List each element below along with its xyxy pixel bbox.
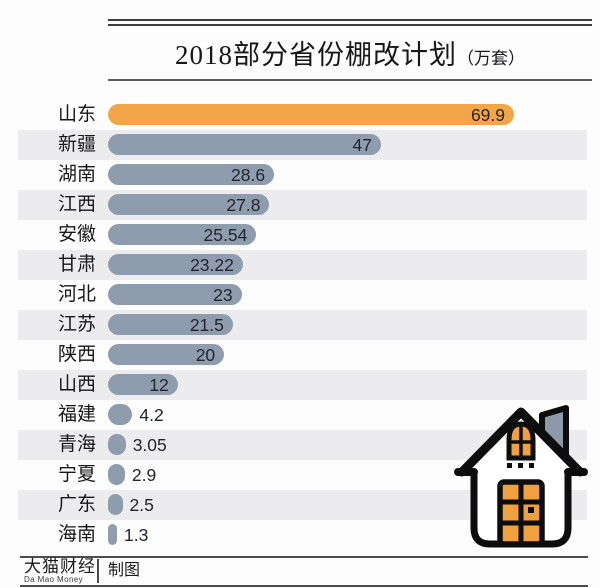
bar	[108, 224, 257, 245]
house-dot	[529, 463, 534, 468]
title-top-double-rule	[108, 19, 592, 26]
bar	[108, 434, 126, 455]
category-label: 山东	[57, 104, 96, 125]
chart-row: 山西 12	[0, 370, 600, 400]
bar	[108, 284, 242, 305]
chart-row: 河北 23	[0, 280, 600, 310]
value-label: 23	[213, 285, 233, 305]
value-label: 4.2	[139, 405, 164, 425]
bar	[108, 374, 178, 395]
house-door-handle	[528, 507, 534, 513]
bar	[108, 164, 275, 185]
brand-name: 大猫财经	[24, 557, 96, 576]
chart-title-main: 2018部分省份棚改计划	[175, 40, 457, 70]
brand-name-en: Da Mao Money	[24, 575, 84, 584]
chart-row: 江苏 21.5	[0, 310, 600, 340]
bar	[108, 314, 233, 335]
row-stripe	[18, 370, 587, 400]
value-label: 25.54	[203, 225, 248, 245]
row-stripe	[18, 250, 587, 280]
category-label: 宁夏	[57, 464, 96, 485]
chart-row: 宁夏 2.9	[0, 460, 600, 490]
category-label: 江苏	[57, 314, 96, 335]
row-stripe	[18, 190, 587, 220]
bar	[108, 104, 514, 125]
chart-row: 山东 69.9	[0, 100, 600, 130]
value-label: 3.05	[132, 435, 167, 455]
value-label: 1.3	[124, 525, 149, 545]
category-label: 陕西	[57, 344, 96, 365]
bar	[108, 134, 381, 155]
chart-row: 福建 4.2	[0, 400, 600, 430]
house-dot	[518, 463, 523, 468]
bar	[108, 254, 243, 275]
category-label: 青海	[57, 434, 96, 455]
category-label: 甘肃	[57, 254, 96, 275]
chart-row: 安徽 25.54	[0, 220, 600, 250]
bar	[108, 524, 117, 545]
value-label: 21.5	[189, 315, 224, 335]
category-label: 广东	[57, 494, 96, 515]
bar	[108, 344, 225, 365]
footer-bottom-rule	[20, 585, 588, 587]
chart-row: 新疆 47	[0, 130, 600, 160]
footer-divider	[97, 559, 99, 583]
category-label: 海南	[57, 524, 96, 545]
category-label: 安徽	[57, 224, 96, 245]
chart-row: 海南 1.3	[0, 520, 600, 550]
value-label: 20	[195, 345, 216, 365]
chart-row: 甘肃 23.22	[0, 250, 600, 280]
house-icon	[454, 405, 588, 548]
value-label: 2.9	[131, 465, 157, 485]
value-label: 27.8	[226, 195, 261, 215]
house-window-panes	[509, 424, 533, 458]
bar	[108, 494, 123, 515]
category-label: 江西	[57, 194, 96, 215]
category-label: 福建	[57, 404, 96, 425]
category-label: 湖南	[57, 164, 96, 185]
chart-row: 湖南 28.6	[0, 160, 600, 190]
chart-title: 2018部分省份棚改计划（万套）	[108, 33, 592, 77]
value-label: 12	[149, 375, 169, 395]
brand-logo: 大猫财经 Da Mao Money	[24, 558, 96, 584]
value-label: 28.6	[231, 165, 266, 185]
bar	[108, 194, 270, 215]
credit-label: 制图	[108, 562, 141, 579]
value-label: 23.22	[190, 255, 234, 275]
bar	[108, 404, 133, 425]
value-label: 69.9	[470, 105, 505, 125]
chart-row: 陕西 20	[0, 340, 600, 370]
category-label: 河北	[57, 284, 96, 305]
category-label: 新疆	[57, 134, 96, 155]
house-door-panes	[500, 482, 542, 544]
chart-row: 江西 27.8	[0, 190, 600, 220]
row-stripe	[18, 310, 587, 340]
chart-title-unit: （万套）	[457, 49, 525, 68]
value-label: 2.5	[129, 495, 154, 515]
value-label: 47	[352, 135, 372, 155]
title-bottom-rule	[108, 79, 592, 81]
category-label: 山西	[57, 374, 96, 395]
chart-rows: 山东 69.9 新疆 47 湖南 28.6 江西 27.8 安徽 25.54 甘肃 23.22 河北 23…	[0, 100, 600, 550]
footer-top-rule	[20, 556, 588, 558]
house-dot	[507, 463, 512, 468]
bar	[108, 464, 125, 485]
